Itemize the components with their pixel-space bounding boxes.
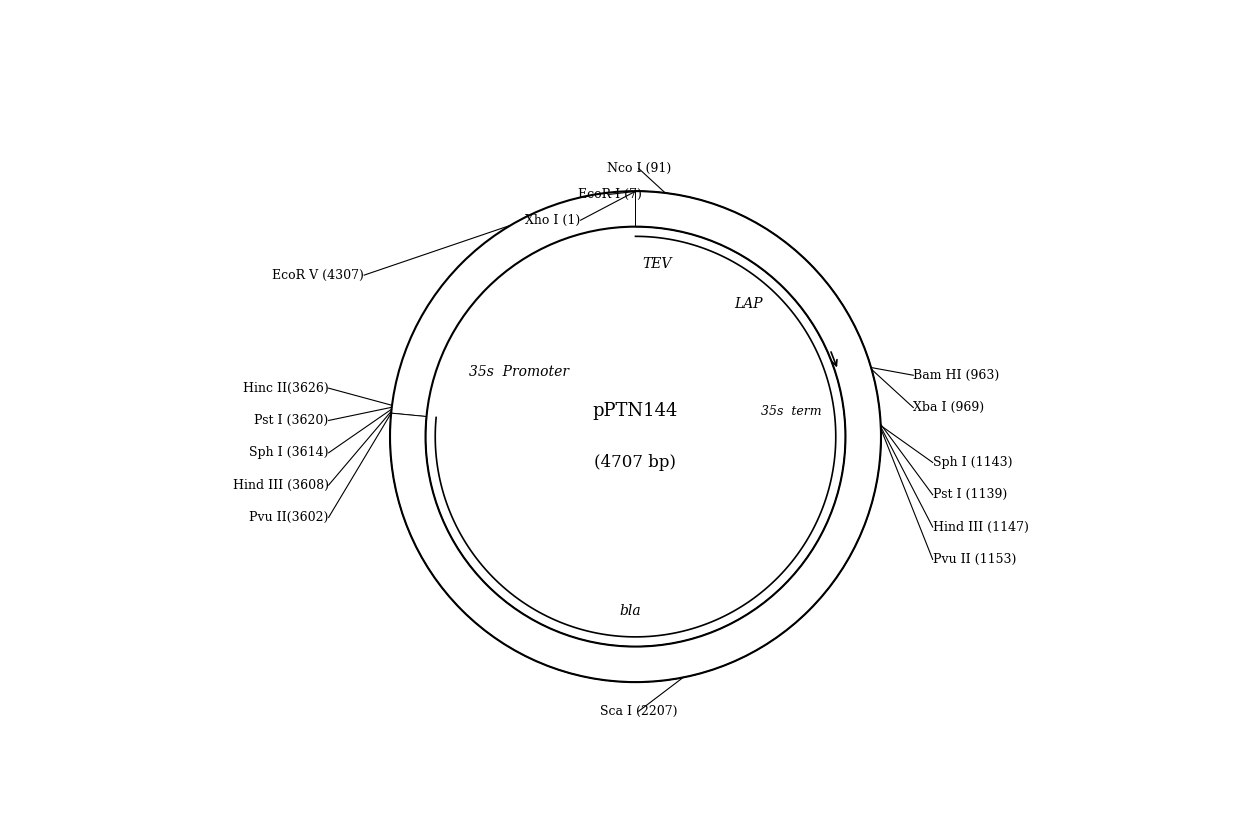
Wedge shape xyxy=(635,191,665,228)
Text: Sca I (2207): Sca I (2207) xyxy=(600,705,677,717)
Text: Hinc II(3626): Hinc II(3626) xyxy=(243,382,329,394)
Text: 35s  Promoter: 35s Promoter xyxy=(469,365,569,379)
Wedge shape xyxy=(837,367,880,430)
Text: Sph I (1143): Sph I (1143) xyxy=(932,456,1012,469)
Wedge shape xyxy=(661,193,870,378)
Text: Xba I (969): Xba I (969) xyxy=(914,401,985,414)
Text: Pvu II(3602): Pvu II(3602) xyxy=(249,511,329,524)
Text: TEV: TEV xyxy=(642,257,672,270)
Text: Sph I (3614): Sph I (3614) xyxy=(249,446,329,459)
Text: Hind III (3608): Hind III (3608) xyxy=(233,478,329,492)
Text: Hind III (1147): Hind III (1147) xyxy=(932,520,1028,534)
Text: EcoR V (4307): EcoR V (4307) xyxy=(273,268,365,282)
Text: Bam HI (963): Bam HI (963) xyxy=(914,369,999,382)
Text: pPTN144: pPTN144 xyxy=(593,402,678,420)
Text: Pvu II (1153): Pvu II (1153) xyxy=(932,553,1016,565)
Text: (4707 bp): (4707 bp) xyxy=(594,454,677,471)
Wedge shape xyxy=(391,413,880,682)
Text: EcoR I (7): EcoR I (7) xyxy=(578,188,641,201)
Text: bla: bla xyxy=(619,604,641,618)
Wedge shape xyxy=(391,191,880,682)
Text: Xho I (1): Xho I (1) xyxy=(526,214,580,227)
Text: 35s  term: 35s term xyxy=(761,405,822,418)
Text: Pst I (1139): Pst I (1139) xyxy=(932,488,1007,501)
Text: LAP: LAP xyxy=(734,297,763,310)
Text: Nco I (91): Nco I (91) xyxy=(606,162,671,175)
Text: Pst I (3620): Pst I (3620) xyxy=(254,414,329,427)
